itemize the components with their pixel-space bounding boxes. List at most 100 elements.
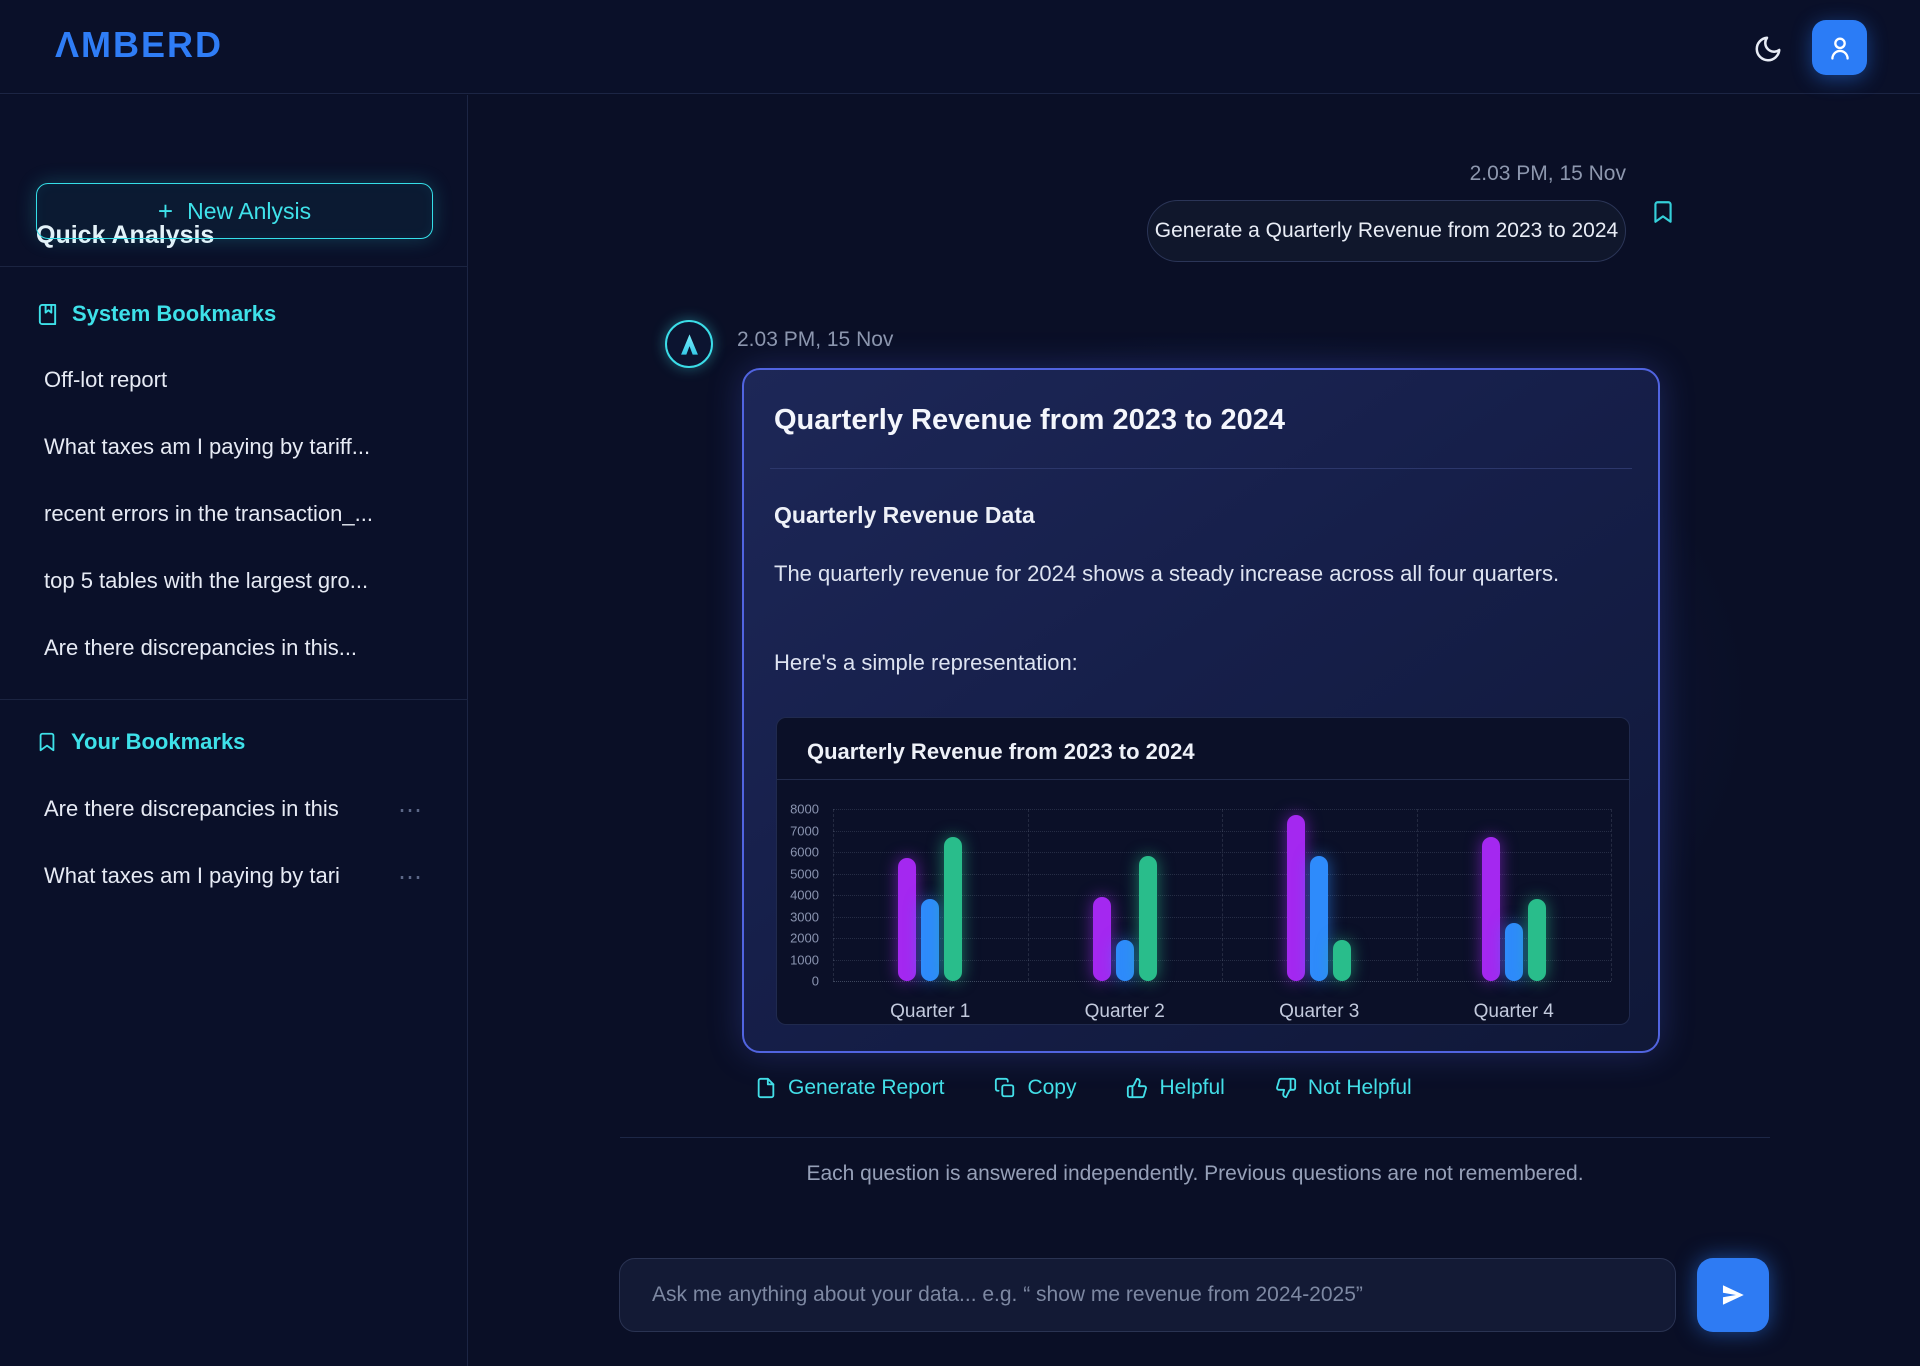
h-gridline: [833, 938, 1611, 939]
user-message-text: Generate a Quarterly Revenue from 2023 t…: [1154, 219, 1619, 242]
y-axis: 0 1000 2000 3000 4000 5000 6000 7000 8000: [777, 802, 827, 989]
y-tick-label: 4000: [790, 887, 819, 903]
v-gridline: [1222, 809, 1223, 981]
moon-icon: [1753, 34, 1783, 64]
bar-group-2: [1092, 809, 1157, 981]
bar-group-4: [1481, 809, 1546, 981]
system-bookmarks-header: System Bookmarks: [36, 301, 276, 327]
v-gridline: [833, 809, 834, 981]
bar-green: [1527, 899, 1546, 981]
top-bar: ΛMBERD: [0, 0, 1920, 94]
bookmark-item-menu-ellipsis[interactable]: ⋯: [398, 864, 424, 891]
x-tick-label: Quarter 2: [1084, 1001, 1165, 1022]
bar-purple: [1287, 815, 1306, 981]
h-gridline: [833, 959, 1611, 961]
footnote: Each question is answered independently.…: [806, 1162, 1584, 1185]
bookmark-item-menu-ellipsis[interactable]: ⋯: [398, 797, 424, 824]
user-icon: [1826, 34, 1854, 62]
bar-blue: [921, 899, 940, 981]
assistant-timestamp: 2.03 PM, 15 Nov: [737, 328, 894, 351]
bar-green: [944, 836, 963, 981]
copy-label: Copy: [1027, 1076, 1077, 1099]
sidebar-item-top-5-tables[interactable]: top 5 tables with the largest gro...: [44, 568, 369, 593]
chart-title: Quarterly Revenue from 2023 to 2024: [807, 739, 1195, 764]
chat-divider: [620, 1137, 1770, 1138]
copy-button[interactable]: Copy: [994, 1076, 1076, 1100]
x-tick-label: Quarter 1: [890, 1001, 971, 1022]
plot-area: [833, 809, 1612, 982]
sidebar-divider: [0, 266, 468, 267]
new-analysis-button[interactable]: + New Anlysis: [36, 183, 433, 239]
bar-purple: [1481, 836, 1500, 981]
sidebar: Quick Analysis + New Anlysis System Book…: [0, 95, 468, 1366]
h-gridline: [833, 852, 1611, 853]
card-divider: [770, 468, 1632, 469]
bar-group-1: [898, 809, 963, 981]
h-gridline: [833, 916, 1611, 918]
copy-icon: [994, 1077, 1016, 1099]
book-marked-icon: [36, 303, 59, 326]
card-chart-intro: Here's a simple representation:: [774, 650, 1078, 675]
bar-green: [1333, 940, 1352, 981]
sidebar-title: Quick Analysis: [36, 221, 215, 249]
chat-input[interactable]: [619, 1258, 1676, 1332]
bar-purple: [1092, 897, 1111, 981]
assistant-response-card: Quarterly Revenue from 2023 to 2024 Quar…: [742, 368, 1660, 1053]
sidebar-item-discrepancies[interactable]: Are there discrepancies in this...: [44, 635, 358, 660]
dark-mode-toggle-button[interactable]: [1747, 28, 1789, 70]
y-tick-label: 3000: [790, 909, 819, 924]
send-button[interactable]: [1697, 1258, 1769, 1332]
bar-green: [1138, 856, 1157, 981]
x-tick-label: Quarter 4: [1473, 1001, 1554, 1022]
bar-blue: [1310, 856, 1329, 981]
user-profile-button[interactable]: [1812, 20, 1867, 75]
chart-title-divider: [777, 779, 1629, 780]
plus-icon: +: [157, 196, 174, 226]
system-bookmarks-label: System Bookmarks: [72, 301, 277, 326]
h-gridline: [833, 981, 1611, 982]
v-gridline: [1027, 809, 1029, 981]
bar-group-3: [1287, 809, 1352, 981]
bookmark-icon: [1650, 196, 1676, 228]
response-actions-row: Generate Report Copy Helpful: [755, 1076, 1412, 1100]
your-bookmarks-header: Your Bookmarks: [36, 729, 245, 755]
card-paragraph: The quarterly revenue for 2024 shows a s…: [774, 561, 1560, 586]
sidebar-item-taxes-by-tariff[interactable]: What taxes am I paying by tariff...: [44, 434, 371, 459]
h-gridline: [833, 895, 1611, 896]
bookmark-item-discrepancies[interactable]: Are there discrepancies in this: [44, 796, 339, 821]
user-message-bubble: Generate a Quarterly Revenue from 2023 t…: [1147, 200, 1626, 262]
v-gridline: [1416, 809, 1418, 981]
h-gridline: [833, 873, 1611, 875]
bookmark-icon: [36, 731, 58, 753]
y-tick-label: 1000: [790, 952, 819, 967]
send-icon: [1719, 1281, 1747, 1309]
your-bookmarks-label: Your Bookmarks: [71, 729, 246, 754]
y-tick-label: 8000: [790, 801, 819, 817]
revenue-chart-panel: Quarterly Revenue from 2023 to 2024 0 100…: [776, 717, 1630, 1025]
sidebar-item-recent-errors[interactable]: recent errors in the transaction_...: [44, 501, 373, 526]
y-tick-label: 2000: [790, 930, 819, 946]
assistant-avatar: [665, 320, 713, 368]
helpful-button[interactable]: Helpful: [1126, 1076, 1225, 1100]
y-tick-label: 0: [811, 973, 819, 989]
helpful-label: Helpful: [1159, 1076, 1225, 1099]
not-helpful-label: Not Helpful: [1307, 1076, 1412, 1099]
thumbs-up-icon: [1126, 1077, 1148, 1099]
sidebar-divider: [0, 699, 468, 700]
bar-blue: [1504, 922, 1523, 981]
thumbs-down-icon: [1275, 1077, 1297, 1099]
x-axis: Quarter 1 Quarter 2 Quarter 3 Quarter 4: [833, 1001, 1611, 1025]
generate-report-label: Generate Report: [788, 1076, 945, 1099]
x-tick-label: Quarter 3: [1279, 1001, 1360, 1022]
bookmark-message-button[interactable]: [1646, 193, 1680, 231]
card-section-heading: Quarterly Revenue Data: [774, 502, 1035, 528]
file-icon: [755, 1077, 777, 1099]
brand-logo: ΛMBERD: [55, 24, 224, 65]
bookmark-item-taxes-by-tariff[interactable]: What taxes am I paying by tari: [44, 863, 340, 888]
generate-report-button[interactable]: Generate Report: [755, 1076, 944, 1100]
not-helpful-button[interactable]: Not Helpful: [1275, 1076, 1412, 1100]
new-analysis-label: New Anlysis: [187, 197, 312, 224]
h-gridline: [833, 809, 1611, 810]
sidebar-item-off-lot-report[interactable]: Off-lot report: [44, 367, 168, 392]
